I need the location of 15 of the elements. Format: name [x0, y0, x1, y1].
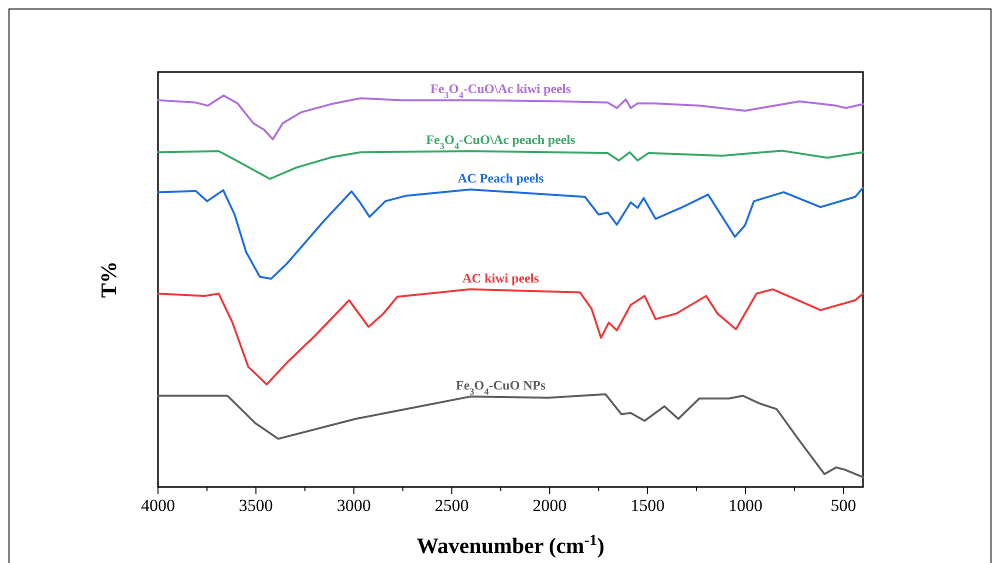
y-axis-title: T%: [96, 261, 121, 298]
x-tick-label: 1500: [630, 496, 665, 515]
x-tick-label: 1000: [728, 496, 762, 515]
series-label: AC kiwi peels: [462, 270, 539, 286]
series-label: AC Peach peels: [458, 170, 544, 186]
x-tick-label: 2000: [532, 496, 567, 515]
series-label: Fe$_{3}$O$_{4}$-CuO\Ac kiwi peels: [430, 81, 571, 100]
x-axis-title: Wavenumber (cm$^{-1}$): [416, 532, 604, 558]
x-tick-label: 2500: [434, 496, 469, 515]
x-tick-label: 500: [830, 496, 856, 515]
x-tick-label: 4000: [141, 496, 175, 515]
series-label: Fe$_{3}$O$_{4}$-CuO\Ac peach peels: [426, 132, 576, 152]
x-tick-label: 3000: [336, 496, 371, 515]
x-tick-label: 3500: [238, 496, 273, 515]
series-label: Fe$_{3}$O$_{4}$-CuO NPs: [456, 378, 546, 397]
